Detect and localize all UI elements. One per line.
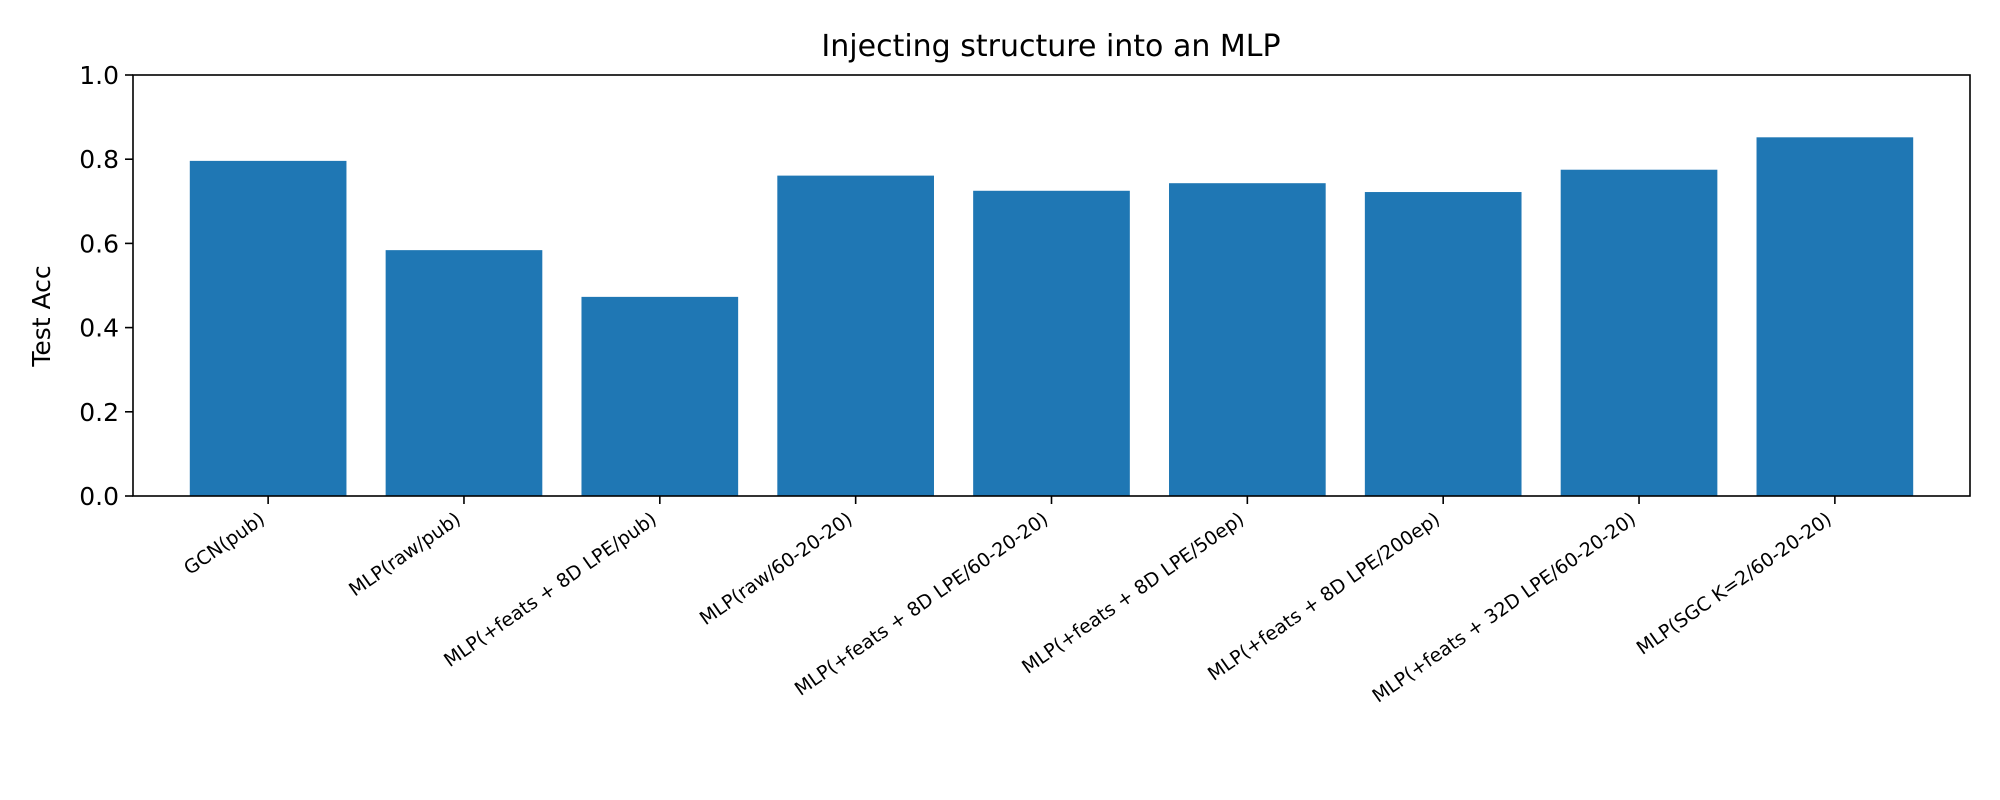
bar [973,190,1130,496]
x-axis: GCN(pub) MLP(raw/pub)MLP(+feats + 8D LPE/… [180,496,1836,707]
bars-group [189,137,1914,497]
bar [777,175,934,496]
bar [581,296,739,496]
x-tick-label: MLP(SGC K=2/60-20-20) [1633,508,1836,659]
bar [1756,137,1914,496]
bar [1169,183,1326,496]
y-tick-label: 0.2 [79,398,119,427]
bar [1364,192,1522,497]
plot-area-frame [132,74,1971,497]
y-axis-label: Test Acc [27,265,56,367]
y-axis: 0.0 0.2 0.4 0.6 0.8 1.0 [79,61,133,511]
y-tick-label: 0.6 [79,229,119,258]
bar [189,160,347,496]
y-tick-label: 0.0 [79,482,119,511]
x-tick-label: MLP(+feats + 8D LPE/200ep) [1204,508,1444,685]
x-tick-label: MLP(+feats + 8D LPE/pub) [440,508,661,672]
x-tick-label: GCN(pub) [180,508,269,579]
y-tick-label: 0.8 [79,145,119,174]
y-tick-label: 1.0 [79,61,119,90]
x-tick-label: MLP(raw/60-20-20) [696,508,857,630]
x-tick-label: MLP(raw/pub) [345,508,465,601]
bar [385,250,543,496]
chart-title: Injecting structure into an MLP [821,29,1280,64]
x-tick-label: MLP(+feats + 8D LPE/50ep) [1018,508,1248,678]
bar [1560,169,1718,496]
y-tick-label: 0.4 [79,314,119,343]
